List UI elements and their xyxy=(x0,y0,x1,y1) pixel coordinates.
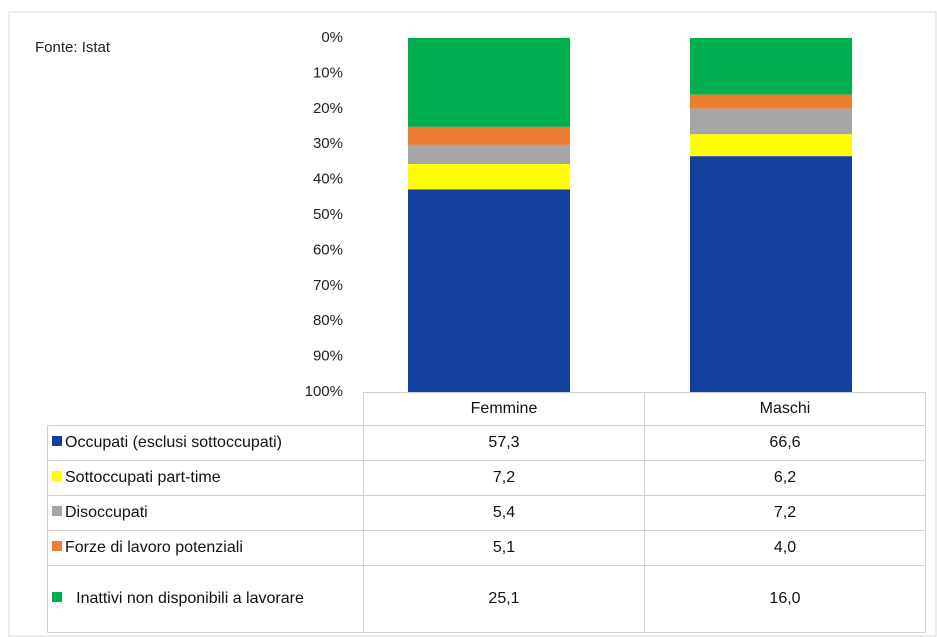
legend-key xyxy=(52,506,62,516)
table-corner xyxy=(47,392,364,426)
table-row: Disoccupati 5,4 7,2 xyxy=(47,495,926,531)
value-label: 4,0 xyxy=(644,530,926,566)
y-tick-label: 80% xyxy=(313,312,343,329)
y-tick-label: 0% xyxy=(321,29,343,46)
table-row: Forze di lavoro potenziali 5,1 4,0 xyxy=(47,530,926,566)
y-tick-label: 30% xyxy=(313,135,343,152)
table-row: Occupati (esclusi sottoccupati) 57,3 66,6 xyxy=(47,425,926,461)
annotation: Fonte: Istat xyxy=(35,39,111,56)
table-header-row: Femmine Maschi xyxy=(47,392,926,426)
bar-segment xyxy=(408,164,570,190)
table-row: Sottoccupati part-time 7,2 6,2 xyxy=(47,460,926,496)
y-tick-label: 10% xyxy=(313,64,343,81)
value-label: 7,2 xyxy=(644,495,926,531)
bar-segment xyxy=(408,126,570,145)
frame xyxy=(8,11,937,637)
legend-cell: Inattivi non disponibili a lavorare xyxy=(47,565,364,633)
value-label: 57,3 xyxy=(363,425,645,461)
legend-cell: Occupati (esclusi sottoccupati) xyxy=(47,425,364,461)
legend-cell: Disoccupati xyxy=(47,495,364,531)
bar-segment xyxy=(408,144,570,165)
y-tick-label: 20% xyxy=(313,100,343,117)
bar-segment xyxy=(408,189,570,393)
data-table: Femmine Maschi Occupati (esclusi sottoccup… xyxy=(47,392,926,633)
legend-label: Forze di lavoro potenziali xyxy=(65,539,243,556)
value-label: 7,2 xyxy=(363,460,645,496)
legend-label: Inattivi non disponibili a lavorare xyxy=(76,590,304,607)
value-label: 16,0 xyxy=(644,565,926,633)
y-tick-label: 60% xyxy=(313,241,343,258)
bar-segment xyxy=(690,108,852,135)
value-label: 25,1 xyxy=(363,565,645,633)
legend-key xyxy=(52,436,62,446)
value-label: 6,2 xyxy=(644,460,926,496)
y-tick-label: 40% xyxy=(313,171,343,188)
bar-segment xyxy=(690,94,852,109)
value-label: 66,6 xyxy=(644,425,926,461)
legend-label: Occupati (esclusi sottoccupati) xyxy=(65,434,282,451)
category-label: Femmine xyxy=(363,392,645,426)
bar-segment xyxy=(690,134,852,157)
legend-cell: Sottoccupati part-time xyxy=(47,460,364,496)
value-label: 5,4 xyxy=(363,495,645,531)
value-label: 5,1 xyxy=(363,530,645,566)
bar-segment xyxy=(690,38,852,95)
legend-cell: Forze di lavoro potenziali xyxy=(47,530,364,566)
legend-label: Sottoccupati part-time xyxy=(65,469,221,486)
bar-segment xyxy=(690,156,852,392)
y-tick-label: 50% xyxy=(313,206,343,223)
bar-segment xyxy=(408,38,570,127)
legend-key xyxy=(52,592,62,602)
legend-key xyxy=(52,541,62,551)
category-label: Maschi xyxy=(644,392,926,426)
legend-label: Disoccupati xyxy=(65,504,148,521)
y-tick-label: 90% xyxy=(313,348,343,365)
table-row: Inattivi non disponibili a lavorare 25,1 1… xyxy=(47,565,926,633)
legend-key xyxy=(52,471,62,481)
y-tick-label: 70% xyxy=(313,277,343,294)
